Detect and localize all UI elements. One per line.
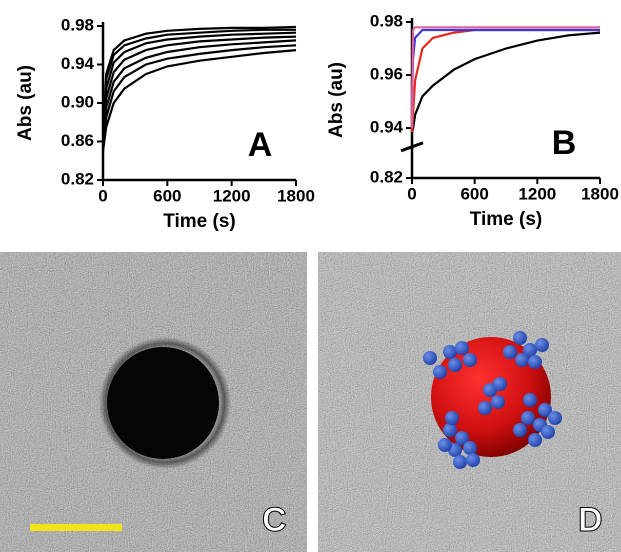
protein-dot	[513, 423, 527, 437]
data-line	[101, 25, 297, 142]
panel-c: C	[0, 252, 307, 552]
protein-dot	[528, 433, 542, 447]
data-line	[101, 31, 297, 142]
protein-dot	[466, 453, 480, 467]
protein-dot	[535, 338, 549, 352]
protein-dot	[521, 411, 535, 425]
y-tick-label: 0.98	[61, 15, 94, 34]
protein-dot	[463, 353, 477, 367]
data-line	[101, 28, 296, 142]
panel-label: D	[578, 501, 603, 539]
y-axis-label: Abs (au)	[15, 65, 36, 141]
x-tick-label: 0	[407, 184, 416, 203]
y-tick-label: 0.82	[370, 167, 403, 186]
x-tick-label: 1800	[277, 186, 315, 205]
y-tick-label: 0.86	[61, 131, 94, 150]
data-line	[101, 35, 297, 142]
x-tick-label: 600	[153, 186, 181, 205]
protein-dot	[463, 441, 477, 455]
x-tick-label: 1200	[213, 186, 251, 205]
x-axis-label: Time (s)	[163, 211, 236, 232]
protein-clusters	[423, 331, 562, 469]
data-line	[101, 44, 297, 147]
protein-dot	[538, 403, 552, 417]
panel-label: C	[262, 501, 287, 539]
protein-dot	[433, 365, 447, 379]
protein-dot	[455, 431, 469, 445]
protein-dot	[528, 355, 542, 369]
protein-dot	[515, 353, 529, 367]
protein-dot	[423, 351, 437, 365]
protein-dot	[443, 423, 457, 437]
scale-bar	[30, 524, 122, 531]
x-axis-label: Time (s)	[470, 209, 543, 230]
data-line	[410, 31, 601, 133]
protein-dot	[491, 395, 505, 409]
data-line	[101, 39, 297, 142]
protein-dot	[523, 343, 537, 357]
protein-dot	[453, 455, 467, 469]
y-tick-label: 0.98	[370, 11, 403, 30]
x-tick-label: 1800	[581, 184, 619, 203]
protein-dot	[448, 358, 462, 372]
protein-dot	[445, 411, 459, 425]
protein-dot	[478, 401, 492, 415]
x-tick-label: 0	[98, 186, 107, 205]
protein-dot	[455, 341, 469, 355]
y-tick-label: 0.82	[61, 169, 94, 188]
y-tick-label: 0.94	[370, 118, 404, 137]
axis-break	[400, 141, 424, 153]
protein-dot	[541, 425, 555, 439]
panel-label: A	[248, 126, 273, 164]
protein-dot	[503, 345, 517, 359]
protein-dot	[443, 345, 457, 359]
protein-dot	[493, 377, 507, 391]
y-tick-label: 0.90	[61, 92, 94, 111]
y-tick-label: 0.96	[370, 65, 403, 84]
protein-dot	[438, 438, 452, 452]
panel-label: B	[552, 124, 577, 162]
data-line	[101, 49, 297, 152]
y-axis-label: Abs (au)	[326, 62, 347, 138]
data-line	[410, 28, 600, 102]
protein-dot	[513, 331, 527, 345]
y-tick-label: 0.94	[61, 54, 95, 73]
x-tick-label: 1200	[518, 184, 556, 203]
x-tick-label: 600	[460, 184, 488, 203]
panel-d: D	[318, 252, 621, 552]
protein-dot	[523, 393, 537, 407]
protein-dot	[548, 411, 562, 425]
data-line	[410, 26, 600, 129]
particle	[107, 347, 219, 459]
charts: 0.82 0.86 0.90 0.94 0.98 0 600 1200 1800 Time (s)…	[15, 11, 619, 232]
